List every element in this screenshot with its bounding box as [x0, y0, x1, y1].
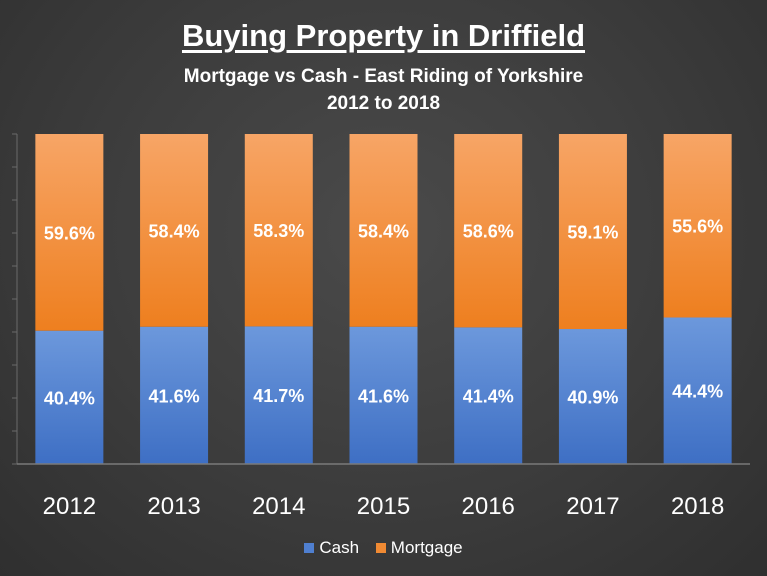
data-label-mortgage-2015: 58.4% [358, 221, 409, 241]
legend-label-mortgage: Mortgage [390, 538, 463, 557]
bar-cash-2014 [244, 326, 313, 464]
bar-mortgage-2012 [35, 134, 104, 331]
data-label-cash-2012: 40.4% [44, 388, 95, 408]
data-label-cash-2014: 41.7% [253, 386, 304, 406]
data-label-cash-2016: 41.4% [463, 387, 514, 407]
data-label-cash-2015: 41.6% [358, 386, 409, 406]
bar-mortgage-2016 [454, 134, 523, 328]
bar-cash-2013 [140, 326, 209, 464]
bar-cash-2012 [35, 330, 104, 464]
data-label-mortgage-2018: 55.6% [672, 217, 723, 237]
x-tick-label-2017: 2017 [566, 493, 619, 520]
x-tick-label-2015: 2015 [357, 493, 410, 520]
bar-cash-2016 [454, 327, 523, 464]
legend-swatch-mortgage [375, 543, 386, 553]
bar-mortgage-2014 [244, 134, 313, 327]
bar-cash-2017 [558, 329, 627, 464]
data-label-mortgage-2013: 58.4% [149, 221, 200, 241]
x-tick-label-2014: 2014 [252, 493, 305, 520]
bar-cash-2015 [349, 326, 418, 464]
data-label-mortgage-2012: 59.6% [44, 223, 95, 243]
data-label-cash-2018: 44.4% [672, 382, 723, 402]
legend-item-mortgage: Mortgage [375, 538, 463, 558]
bar-mortgage-2017 [558, 134, 627, 330]
x-tick-label-2012: 2012 [43, 493, 96, 520]
chart-title: Buying Property in Driffield [181, 18, 586, 53]
data-label-mortgage-2014: 58.3% [253, 221, 304, 241]
bar-mortgage-2015 [349, 134, 418, 327]
legend-label-cash: Cash [319, 538, 360, 557]
data-label-mortgage-2017: 59.1% [567, 223, 618, 243]
data-label-mortgage-2016: 58.6% [463, 222, 514, 242]
legend-swatch-cash [304, 543, 315, 553]
chart-subtitle-years: 2012 to 2018 [326, 93, 441, 114]
x-tick-label-2013: 2013 [147, 493, 200, 520]
legend-item-cash: Cash [304, 538, 359, 558]
data-label-cash-2013: 41.6% [149, 386, 200, 406]
x-tick-label-2018: 2018 [671, 493, 724, 520]
chart-subtitle: Mortgage vs Cash - East Riding of Yorksh… [183, 66, 584, 87]
bar-mortgage-2018 [663, 134, 732, 318]
data-label-cash-2017: 40.9% [567, 388, 618, 408]
bar-mortgage-2013 [140, 134, 209, 327]
x-tick-label-2016: 2016 [462, 493, 515, 520]
bar-cash-2018 [663, 317, 732, 464]
chart-legend: Cash Mortgage [0, 538, 767, 558]
